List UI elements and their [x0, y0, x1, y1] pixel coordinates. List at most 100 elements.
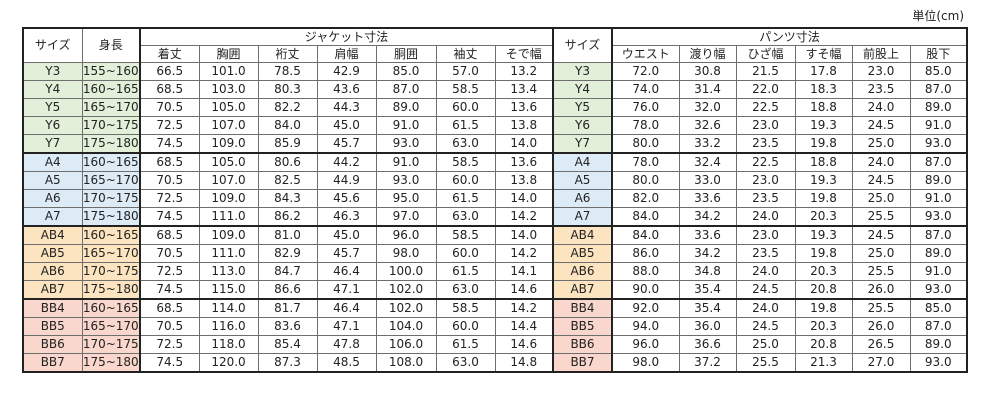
- pants-value-cell: 20.3: [794, 207, 853, 227]
- size-cell: AB5: [22, 244, 83, 263]
- size-cell-2: Y4: [552, 80, 613, 99]
- jacket-value-cell: 93.0: [375, 171, 437, 190]
- size-cell-2: A5: [552, 171, 613, 190]
- size-cell: BB7: [22, 353, 83, 373]
- table-body: Y3 155~160 66.5 101.0 78.5 42.9 85.0 57.0 13.2 Y3…: [22, 62, 968, 373]
- pants-value-cell: 78.0: [611, 152, 680, 172]
- jacket-value-cell: 85.9: [257, 134, 318, 154]
- jacket-value-cell: 111.0: [198, 244, 259, 263]
- jacket-value-cell: 97.0: [375, 207, 437, 227]
- pants-value-cell: 26.0: [851, 280, 911, 300]
- table-row: BB6 170~175 72.5 118.0 85.4 47.8 106.0 61.5 14.6…: [22, 335, 968, 354]
- jacket-value-cell: 66.5: [139, 62, 200, 81]
- jacket-value-cell: 13.8: [494, 116, 554, 135]
- pants-value-cell: 32.4: [678, 152, 737, 172]
- jacket-value-cell: 89.0: [375, 98, 437, 117]
- jacket-value-cell: 108.0: [375, 353, 437, 373]
- pants-value-cell: 94.0: [611, 317, 680, 336]
- header-jacket-col: 裄丈: [257, 45, 318, 63]
- jacket-value-cell: 103.0: [198, 80, 259, 99]
- height-cell: 165~170: [81, 244, 141, 263]
- pants-value-cell: 37.2: [678, 353, 737, 373]
- jacket-value-cell: 68.5: [139, 152, 200, 172]
- jacket-value-cell: 102.0: [375, 280, 437, 300]
- jacket-value-cell: 46.4: [316, 298, 377, 318]
- pants-value-cell: 85.0: [909, 298, 968, 318]
- pants-value-cell: 24.0: [851, 152, 911, 172]
- pants-value-cell: 87.0: [909, 225, 968, 245]
- jacket-value-cell: 46.3: [316, 207, 377, 227]
- pants-value-cell: 25.0: [851, 134, 911, 154]
- jacket-value-cell: 14.2: [494, 207, 554, 227]
- height-cell: 160~165: [81, 225, 141, 245]
- table-row: Y7 175~180 74.5 109.0 85.9 45.7 93.0 63.0 14.0 Y7…: [22, 134, 968, 154]
- pants-value-cell: 32.6: [678, 116, 737, 135]
- pants-value-cell: 24.0: [735, 262, 796, 281]
- pants-value-cell: 21.5: [735, 62, 796, 81]
- pants-value-cell: 91.0: [909, 262, 968, 281]
- jacket-value-cell: 72.5: [139, 189, 200, 208]
- height-cell: 160~165: [81, 298, 141, 318]
- table-row: Y3 155~160 66.5 101.0 78.5 42.9 85.0 57.0 13.2 Y3…: [22, 62, 968, 81]
- pants-value-cell: 91.0: [909, 189, 968, 208]
- height-cell: 170~175: [81, 116, 141, 135]
- jacket-value-cell: 63.0: [435, 280, 496, 300]
- jacket-value-cell: 63.0: [435, 353, 496, 373]
- jacket-value-cell: 83.6: [257, 317, 318, 336]
- jacket-value-cell: 63.0: [435, 207, 496, 227]
- height-cell: 170~175: [81, 335, 141, 354]
- size-cell-2: AB7: [552, 280, 613, 300]
- header-jacket-col: 胸囲: [198, 45, 259, 63]
- height-cell: 170~175: [81, 189, 141, 208]
- header-height: 身長: [81, 27, 141, 63]
- jacket-value-cell: 14.1: [494, 262, 554, 281]
- jacket-value-cell: 70.5: [139, 244, 200, 263]
- jacket-value-cell: 58.5: [435, 298, 496, 318]
- jacket-value-cell: 101.0: [198, 62, 259, 81]
- pants-value-cell: 24.0: [851, 98, 911, 117]
- pants-value-cell: 20.8: [794, 335, 853, 354]
- header-jacket-group: ジャケット寸法: [139, 27, 554, 46]
- pants-value-cell: 19.3: [794, 171, 853, 190]
- header-jacket-col: 着丈: [139, 45, 200, 63]
- size-cell-2: A6: [552, 189, 613, 208]
- jacket-value-cell: 100.0: [375, 262, 437, 281]
- table-row: Y5 165~170 70.5 105.0 82.2 44.3 89.0 60.0 13.6 Y5…: [22, 98, 968, 117]
- pants-value-cell: 18.3: [794, 80, 853, 99]
- jacket-value-cell: 74.5: [139, 134, 200, 154]
- pants-value-cell: 30.8: [678, 62, 737, 81]
- pants-value-cell: 25.5: [735, 353, 796, 373]
- jacket-value-cell: 14.6: [494, 280, 554, 300]
- unit-label: 単位(cm): [912, 9, 964, 23]
- table-row: Y6 170~175 72.5 107.0 84.0 45.0 91.0 61.5 13.8 Y6…: [22, 116, 968, 135]
- jacket-value-cell: 109.0: [198, 189, 259, 208]
- size-cell-2: A4: [552, 152, 613, 172]
- size-cell: BB4: [22, 298, 83, 318]
- jacket-value-cell: 81.7: [257, 298, 318, 318]
- header-jacket-col: 肩幅: [316, 45, 377, 63]
- pants-value-cell: 88.0: [611, 262, 680, 281]
- table-row: BB5 165~170 70.5 116.0 83.6 47.1 104.0 60.0 14.4…: [22, 317, 968, 336]
- jacket-value-cell: 42.9: [316, 62, 377, 81]
- table-row: A7 175~180 74.5 111.0 86.2 46.3 97.0 63.0 14.2 A7…: [22, 207, 968, 227]
- jacket-value-cell: 13.6: [494, 98, 554, 117]
- jacket-value-cell: 78.5: [257, 62, 318, 81]
- pants-value-cell: 93.0: [909, 280, 968, 300]
- height-cell: 170~175: [81, 262, 141, 281]
- jacket-value-cell: 120.0: [198, 353, 259, 373]
- table-row: A5 165~170 70.5 107.0 82.5 44.9 93.0 60.0 13.8 A5…: [22, 171, 968, 190]
- pants-value-cell: 89.0: [909, 98, 968, 117]
- pants-value-cell: 22.5: [735, 98, 796, 117]
- pants-value-cell: 26.0: [851, 317, 911, 336]
- pants-value-cell: 36.0: [678, 317, 737, 336]
- size-cell-2: Y6: [552, 116, 613, 135]
- jacket-value-cell: 91.0: [375, 116, 437, 135]
- pants-value-cell: 32.0: [678, 98, 737, 117]
- jacket-value-cell: 14.4: [494, 317, 554, 336]
- jacket-value-cell: 116.0: [198, 317, 259, 336]
- header-size-2: サイズ: [552, 27, 613, 63]
- jacket-value-cell: 102.0: [375, 298, 437, 318]
- pants-value-cell: 17.8: [794, 62, 853, 81]
- height-cell: 175~180: [81, 280, 141, 300]
- jacket-value-cell: 91.0: [375, 152, 437, 172]
